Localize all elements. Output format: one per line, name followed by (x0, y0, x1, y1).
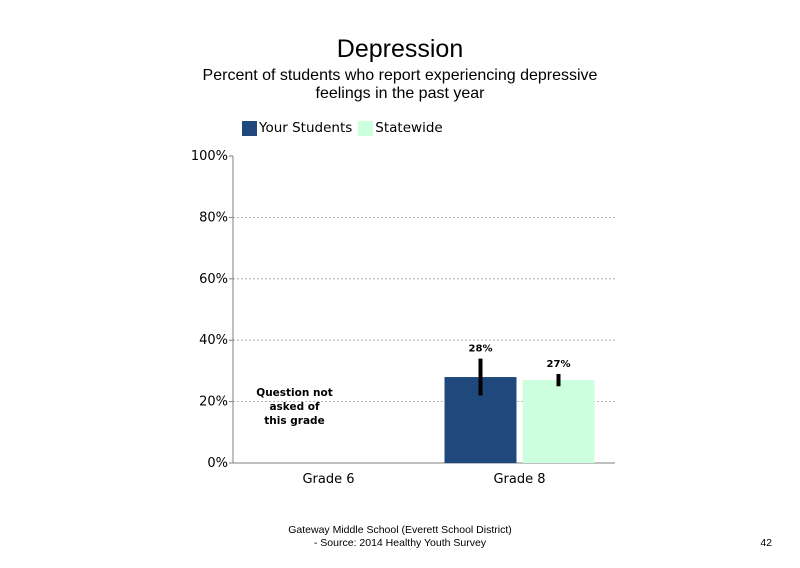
legend-item-statewide: Statewide (358, 120, 443, 136)
data-label: 28% (469, 344, 493, 355)
y-tick-label: 0% (207, 456, 228, 471)
annotation-line: asked of (269, 401, 320, 413)
footer-line-school: Gateway Middle School (Everett School Di… (288, 524, 512, 536)
x-category-label: Grade 6 (302, 472, 354, 487)
chart-subtitle: Percent of students who report experienc… (202, 67, 598, 102)
data-label: 27% (547, 359, 571, 370)
legend-swatch-statewide (358, 120, 374, 136)
annotation-line: Question not (256, 387, 332, 399)
x-category-label: Grade 8 (493, 472, 545, 487)
y-tick-label: 20% (199, 395, 228, 410)
y-tick-label: 80% (199, 210, 228, 225)
legend: Your Students Statewide (242, 119, 449, 137)
bar (522, 380, 595, 463)
legend-label-statewide: Statewide (375, 120, 443, 136)
y-tick-label: 60% (199, 272, 228, 287)
chart-title: Depression (336, 35, 464, 63)
legend-label-your-students: Your Students (259, 120, 353, 136)
page-number: 42 (760, 537, 772, 549)
legend-item-your-students: Your Students (242, 120, 352, 136)
annotation-line: this grade (264, 415, 324, 427)
y-tick-label: 100% (191, 149, 228, 164)
footer: Gateway Middle School (Everett School Di… (250, 524, 550, 550)
legend-swatch-your-students (242, 120, 257, 136)
footer-line-source: - Source: 2014 Healthy Youth Survey (313, 537, 487, 549)
y-tick-label: 40% (199, 333, 228, 348)
